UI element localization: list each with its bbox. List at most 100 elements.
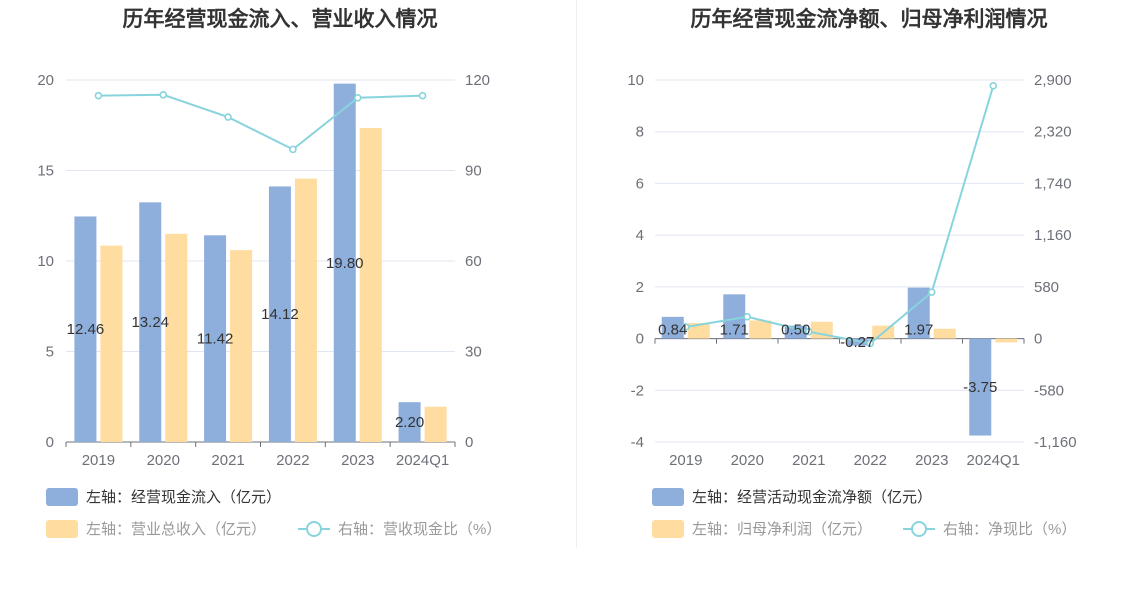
ratio-point <box>866 339 875 348</box>
x-tick-label: 2021 <box>792 452 825 469</box>
y-right-tick-label: -580 <box>1034 382 1064 399</box>
ratio-point <box>289 145 297 154</box>
chart-panel-cash-inflow-revenue: 历年经营现金流入、营业收入情况 0 5 10 15 20 0 30 60 90 120 2019 202… <box>37 7 501 538</box>
y-left-tick-label: 10 <box>627 72 644 89</box>
chart-title: 历年经营现金流净额、归母净利润情况 <box>691 7 1048 31</box>
legend-label: 左轴：经营活动现金流净额（亿元） <box>692 489 932 506</box>
y-left-tick-label: 2 <box>636 279 644 296</box>
x-tick-label: 2022 <box>854 452 887 469</box>
bar-data-label: 12.46 <box>67 321 105 338</box>
bar-data-label: -0.27 <box>840 334 874 351</box>
y-right-tick-label: -1,160 <box>1034 434 1077 451</box>
chart-cash-inflow-revenue: 历年经营现金流入、营业收入情况 0 5 10 15 20 0 30 60 90 120 2019 202… <box>37 7 501 538</box>
revenue-bar <box>749 320 772 339</box>
y-right-tick-label: 0 <box>465 434 473 451</box>
ratio-point <box>224 113 232 121</box>
cash-bar <box>74 216 97 442</box>
y-left-tick-label: 4 <box>636 227 644 244</box>
legend-label: 左轴：营业总收入（亿元） <box>86 521 266 538</box>
y-left-tick-label: 6 <box>636 175 644 192</box>
ratio-point <box>927 288 936 297</box>
bar-data-label: 1.71 <box>720 322 749 339</box>
ratio-point <box>681 323 690 331</box>
legend-point-swatch <box>911 521 927 537</box>
ratio-point <box>159 90 168 99</box>
ratio-point <box>804 327 813 336</box>
cash-bar <box>398 402 421 442</box>
cash-bar <box>969 338 992 436</box>
y-right-tick-label: 1,740 <box>1034 175 1072 192</box>
revenue-bar <box>294 178 317 442</box>
ratio-line <box>98 93 423 151</box>
cash-bar <box>204 235 227 442</box>
revenue-bar <box>165 233 188 442</box>
y-right-tick-label: 0 <box>1034 331 1042 348</box>
cash-bar <box>907 287 930 339</box>
legend-label: 右轴：营收现金比（%） <box>338 521 501 538</box>
revenue-bar <box>995 338 1018 343</box>
cash-bar <box>268 186 291 442</box>
ratio-point <box>353 93 362 102</box>
chart-title: 历年经营现金流入、营业收入情况 <box>123 7 438 31</box>
bar-data-label: 2.20 <box>395 414 424 431</box>
ratio-point <box>418 91 427 100</box>
legend-label: 左轴：经营现金流入（亿元） <box>86 489 281 506</box>
legend-swatch <box>652 520 684 538</box>
bar-data-label: 13.24 <box>131 314 169 331</box>
revenue-bar <box>230 250 253 442</box>
y-left-tick-label: 8 <box>636 124 644 141</box>
y-left-tick-label: 10 <box>37 253 54 270</box>
cash-bar <box>723 294 746 339</box>
y-right-tick-label: 90 <box>465 163 482 180</box>
chart-net-cashflow-profit: 历年经营现金流净额、归母净利润情况 -4 -2 0 2 4 6 8 10 -1,160 -580 0 5… <box>627 7 1077 538</box>
x-tick-label: 2024Q1 <box>396 452 449 469</box>
panel-divider <box>576 0 577 548</box>
legend-point-swatch <box>306 521 322 537</box>
legend-swatch <box>652 488 684 506</box>
cash-bar <box>661 316 684 339</box>
y-right-tick-label: 1,160 <box>1034 227 1072 244</box>
y-right-tick-label: 2,900 <box>1034 72 1072 89</box>
x-tick-label: 2020 <box>147 452 180 469</box>
y-left-tick-label: 15 <box>37 163 54 180</box>
y-right-tick-label: 2,320 <box>1034 124 1072 141</box>
cash-bar <box>846 338 869 346</box>
bar-data-label: 1.97 <box>904 322 933 339</box>
revenue-bar <box>424 406 447 442</box>
revenue-bar <box>359 127 382 442</box>
bar-data-label: 0.50 <box>781 322 810 339</box>
bar-data-label: -3.75 <box>963 379 997 396</box>
y-right-tick-label: 120 <box>465 72 490 89</box>
y-left-tick-label: 5 <box>46 344 54 361</box>
revenue-bar <box>687 323 710 339</box>
legend-label: 左轴：归母净利润（亿元） <box>692 521 872 538</box>
y-left-tick-label: 20 <box>37 72 54 89</box>
y-left-tick-label: 0 <box>46 434 54 451</box>
y-right-tick-label: 60 <box>465 253 482 270</box>
x-tick-label: 2024Q1 <box>967 452 1020 469</box>
x-tick-label: 2023 <box>915 452 948 469</box>
ratio-point <box>94 91 103 100</box>
bar-data-label: 11.42 <box>197 331 233 348</box>
ratio-point <box>989 81 998 90</box>
revenue-bar <box>933 328 956 339</box>
x-tick-label: 2019 <box>669 452 702 469</box>
y-left-tick-label: 0 <box>636 331 644 348</box>
chart-panel-net-cashflow-profit: 历年经营现金流净额、归母净利润情况 -4 -2 0 2 4 6 8 10 -1,160 -580 0 5… <box>576 0 1148 589</box>
cash-bar <box>333 83 356 443</box>
legend-swatch <box>46 488 78 506</box>
x-tick-label: 2019 <box>82 452 115 469</box>
x-tick-label: 2021 <box>211 452 244 469</box>
y-left-tick-label: -4 <box>631 434 644 451</box>
revenue-bar <box>100 245 123 442</box>
y-right-tick-label: 580 <box>1034 279 1059 296</box>
x-tick-label: 2022 <box>276 452 309 469</box>
bar-data-label: 14.12 <box>261 306 299 323</box>
legend-label: 右轴：净现比（%） <box>943 521 1076 538</box>
x-tick-label: 2020 <box>731 452 764 469</box>
y-right-tick-label: 30 <box>465 344 482 361</box>
legend-swatch <box>46 520 78 538</box>
bar-data-label: 0.84 <box>658 322 687 339</box>
ratio-line <box>685 85 995 345</box>
ratio-point <box>743 312 752 321</box>
